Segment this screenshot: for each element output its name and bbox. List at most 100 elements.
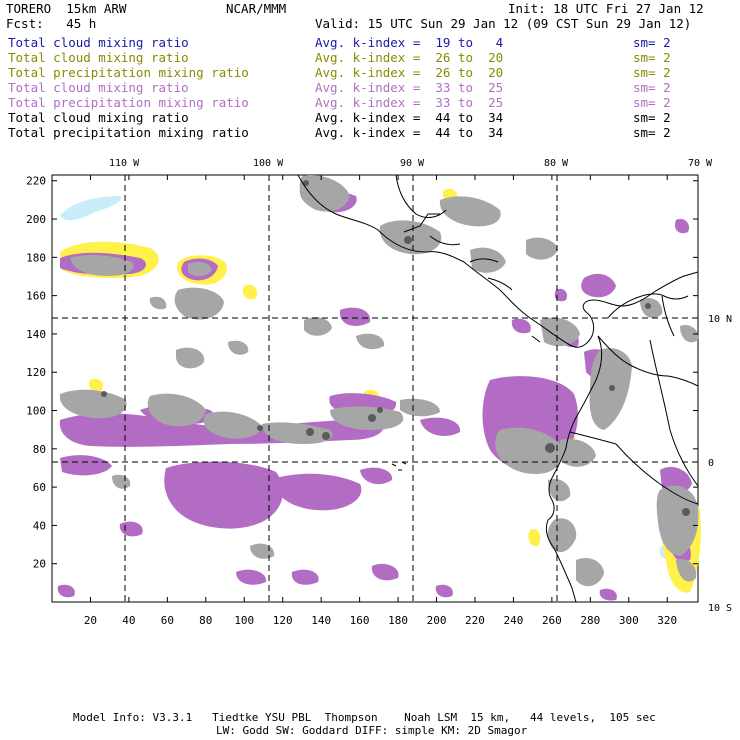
y-tick-label: 200 bbox=[26, 213, 46, 226]
y-tick-label: 20 bbox=[33, 558, 46, 571]
model-title: TORERO 15km ARW bbox=[6, 1, 127, 16]
purple-patch bbox=[420, 417, 461, 436]
legend-kindex: Avg. k-index = 44 to 34 bbox=[315, 110, 504, 125]
gray-patch bbox=[576, 557, 604, 587]
x-tick-label: 100 bbox=[234, 614, 254, 627]
physics-info: LW: Godd SW: Goddard DIFF: simple KM: 2D… bbox=[216, 724, 528, 737]
grid-index-ticks: 20 40 60 80 100 120 140 160 180 200 220 240 260 280 30… bbox=[26, 175, 698, 627]
gray-patch bbox=[203, 411, 262, 439]
x-tick-label: 300 bbox=[619, 614, 639, 627]
border-peru bbox=[615, 443, 699, 505]
coastline-central-america bbox=[297, 174, 699, 348]
border-nicaragua bbox=[487, 277, 513, 291]
y-tick-label: 40 bbox=[33, 519, 46, 532]
gray-patch bbox=[439, 196, 501, 227]
dark-core bbox=[682, 508, 690, 516]
legend-smoothing: sm= 2 bbox=[633, 95, 671, 110]
gray-patch bbox=[540, 317, 580, 347]
dark-core bbox=[257, 425, 263, 431]
init-time: Init: 18 UTC Fri 27 Jan 12 bbox=[508, 1, 704, 16]
legend-row: Total cloud mixing ratio Avg. k-index = 2… bbox=[8, 51, 728, 65]
gray-patch bbox=[356, 333, 385, 350]
purple-patch bbox=[57, 584, 75, 598]
x-tick-label: 260 bbox=[542, 614, 562, 627]
valid-time: Valid: 15 UTC Sun 29 Jan 12 (09 CST Sun … bbox=[315, 16, 692, 31]
purple-patch bbox=[164, 461, 284, 529]
x-tick-label: 180 bbox=[388, 614, 408, 627]
dark-core bbox=[377, 407, 383, 413]
gray-patch bbox=[560, 438, 596, 467]
gray-patch bbox=[526, 237, 558, 260]
dark-core bbox=[404, 236, 412, 244]
lon-label-110w: 110 W bbox=[109, 158, 140, 169]
dark-core bbox=[368, 414, 376, 422]
legend-field-name: Total cloud mixing ratio bbox=[8, 50, 189, 65]
purple-patch bbox=[60, 455, 112, 476]
purple-patch bbox=[360, 467, 393, 485]
purple-patch bbox=[371, 563, 399, 581]
legend-row: Total precipitation mixing ratio Avg. k-i… bbox=[8, 96, 728, 110]
purple-patch bbox=[291, 569, 319, 585]
x-tick-label: 140 bbox=[311, 614, 331, 627]
coastline-caribbean bbox=[607, 293, 689, 319]
gray-patch bbox=[262, 422, 333, 444]
dark-core bbox=[322, 432, 330, 440]
dark-core bbox=[101, 391, 107, 397]
legend-smoothing: sm= 2 bbox=[633, 125, 671, 140]
gray-patch bbox=[640, 297, 663, 318]
legend-field-name: Total cloud mixing ratio bbox=[8, 80, 189, 95]
legend-row: Total cloud mixing ratio Avg. k-index = 3… bbox=[8, 81, 728, 95]
gray-patch bbox=[547, 518, 577, 553]
gray-patch bbox=[188, 262, 212, 277]
legend-row: Total precipitation mixing ratio Avg. k-i… bbox=[8, 126, 728, 140]
gray-patch bbox=[400, 398, 440, 417]
x-tick-label: 160 bbox=[350, 614, 370, 627]
dark-core bbox=[306, 428, 314, 436]
mixing-ratio-fields bbox=[57, 174, 701, 601]
legend-field-name: Total precipitation mixing ratio bbox=[8, 65, 249, 80]
lon-label-70w: 70 W bbox=[688, 158, 713, 169]
legend-field-name: Total cloud mixing ratio bbox=[8, 110, 189, 125]
gray-patch bbox=[174, 287, 224, 320]
legend-kindex: Avg. k-index = 26 to 20 bbox=[315, 65, 504, 80]
dark-core bbox=[609, 385, 615, 391]
legend-kindex: Avg. k-index = 44 to 34 bbox=[315, 125, 504, 140]
y-tick-label: 220 bbox=[26, 175, 46, 188]
legend-field-name: Total precipitation mixing ratio bbox=[8, 95, 249, 110]
legend-row: Total cloud mixing ratio Avg. k-index = 1… bbox=[8, 36, 728, 50]
x-tick-label: 240 bbox=[503, 614, 523, 627]
border-colombia bbox=[597, 335, 699, 387]
forecast-hour: Fcst: 45 h bbox=[6, 16, 97, 31]
dark-core bbox=[303, 180, 309, 186]
legend-smoothing: sm= 2 bbox=[633, 80, 671, 95]
purple-patch bbox=[554, 288, 568, 302]
lon-label-100w: 100 W bbox=[253, 158, 284, 169]
border-honduras bbox=[469, 258, 499, 263]
x-tick-label: 280 bbox=[580, 614, 600, 627]
purple-patch bbox=[599, 588, 617, 601]
border-venezuela bbox=[661, 295, 675, 337]
gray-patch bbox=[149, 296, 167, 310]
y-tick-label: 120 bbox=[26, 366, 46, 379]
legend-smoothing: sm= 2 bbox=[633, 65, 671, 80]
coastline-south-america bbox=[545, 335, 603, 603]
forecast-map: 20 40 60 80 100 120 140 160 180 200 220 240 260 280 30… bbox=[26, 158, 732, 627]
gray-patch bbox=[250, 543, 275, 559]
x-tick-label: 60 bbox=[161, 614, 174, 627]
gray-patch bbox=[676, 559, 697, 582]
legend-row: Total cloud mixing ratio Avg. k-index = 4… bbox=[8, 111, 728, 125]
gray-patch bbox=[228, 340, 249, 355]
y-tick-label: 140 bbox=[26, 328, 46, 341]
y-tick-label: 100 bbox=[26, 405, 46, 418]
yellow-patch bbox=[528, 529, 541, 547]
center-label: NCAR/MMM bbox=[226, 1, 287, 16]
legend-field-name: Total precipitation mixing ratio bbox=[8, 125, 249, 140]
purple-patch bbox=[276, 473, 362, 511]
coastlines bbox=[297, 174, 699, 603]
y-tick-label: 180 bbox=[26, 251, 46, 264]
coastline-yucatan bbox=[395, 174, 447, 218]
legend-kindex: Avg. k-index = 26 to 20 bbox=[315, 50, 504, 65]
lat-label-10n: 10 N bbox=[708, 314, 732, 325]
lat-lon-grid bbox=[52, 175, 698, 602]
gray-patch bbox=[70, 255, 134, 276]
